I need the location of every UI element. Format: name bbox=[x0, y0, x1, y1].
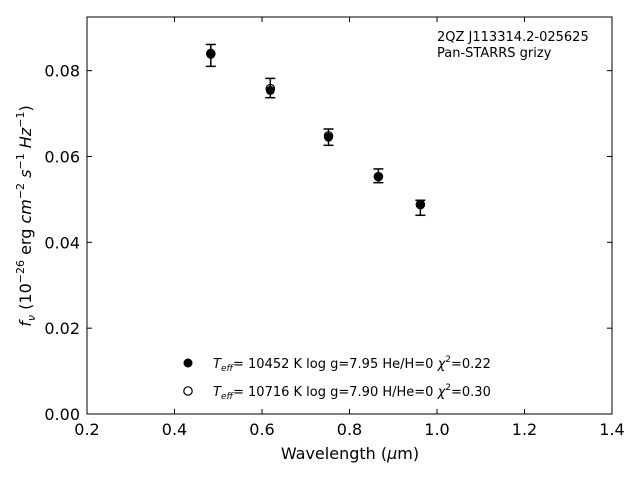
data-points bbox=[205, 43, 426, 217]
y-axis-label: fν (10−26 erg cm−2 s−1 Hz−1) bbox=[14, 105, 38, 326]
data-point-open bbox=[415, 199, 426, 210]
x-axis-ticks: 0.2 0.4 0.6 0.8 1.0 1.2 1.4 bbox=[74, 17, 625, 439]
legend-marker-filled bbox=[183, 358, 193, 368]
data-point-filled bbox=[265, 85, 275, 95]
data-point-filled bbox=[373, 172, 383, 182]
x-tick-label: 0.2 bbox=[74, 420, 99, 439]
y-tick-label: 0.06 bbox=[44, 147, 80, 166]
data-point-open bbox=[265, 83, 276, 94]
legend-label: Teff= 10452 K log g=7.95 He/H=0 χ2=0.22 bbox=[213, 355, 491, 374]
x-tick-label: 1.2 bbox=[512, 420, 537, 439]
data-point-open bbox=[206, 48, 216, 59]
y-tick-label: 0.08 bbox=[44, 62, 80, 81]
x-tick-label: 1.4 bbox=[599, 420, 624, 439]
x-tick-label: 0.8 bbox=[337, 420, 362, 439]
data-point-open bbox=[323, 131, 334, 141]
x-tick-label: 1.0 bbox=[424, 420, 449, 439]
x-tick-label: 0.6 bbox=[249, 420, 274, 439]
data-point-open bbox=[373, 171, 384, 182]
x-axis-label: Wavelength (μm) bbox=[281, 444, 419, 463]
annotation-object-name: 2QZ J113314.2-025625 bbox=[437, 30, 589, 45]
data-point-filled bbox=[415, 200, 425, 210]
y-tick-label: 0.04 bbox=[44, 233, 80, 252]
legend-marker-open bbox=[183, 386, 193, 396]
annotation-survey: Pan-STARRS grizy bbox=[437, 46, 552, 61]
legend-label: Teff= 10716 K log g=7.90 H/He=0 χ2=0.30 bbox=[213, 383, 491, 402]
y-axis-ticks: 0.00 0.02 0.04 0.06 0.08 bbox=[44, 62, 612, 424]
y-tick-label: 0.02 bbox=[44, 319, 80, 338]
x-axis-label-text: Wavelength ( bbox=[281, 444, 387, 463]
legend: Teff= 10452 K log g=7.95 He/H=0 χ2=0.22 T… bbox=[183, 355, 491, 402]
y-tick-label: 0.00 bbox=[44, 405, 80, 424]
x-tick-label: 0.4 bbox=[162, 420, 187, 439]
